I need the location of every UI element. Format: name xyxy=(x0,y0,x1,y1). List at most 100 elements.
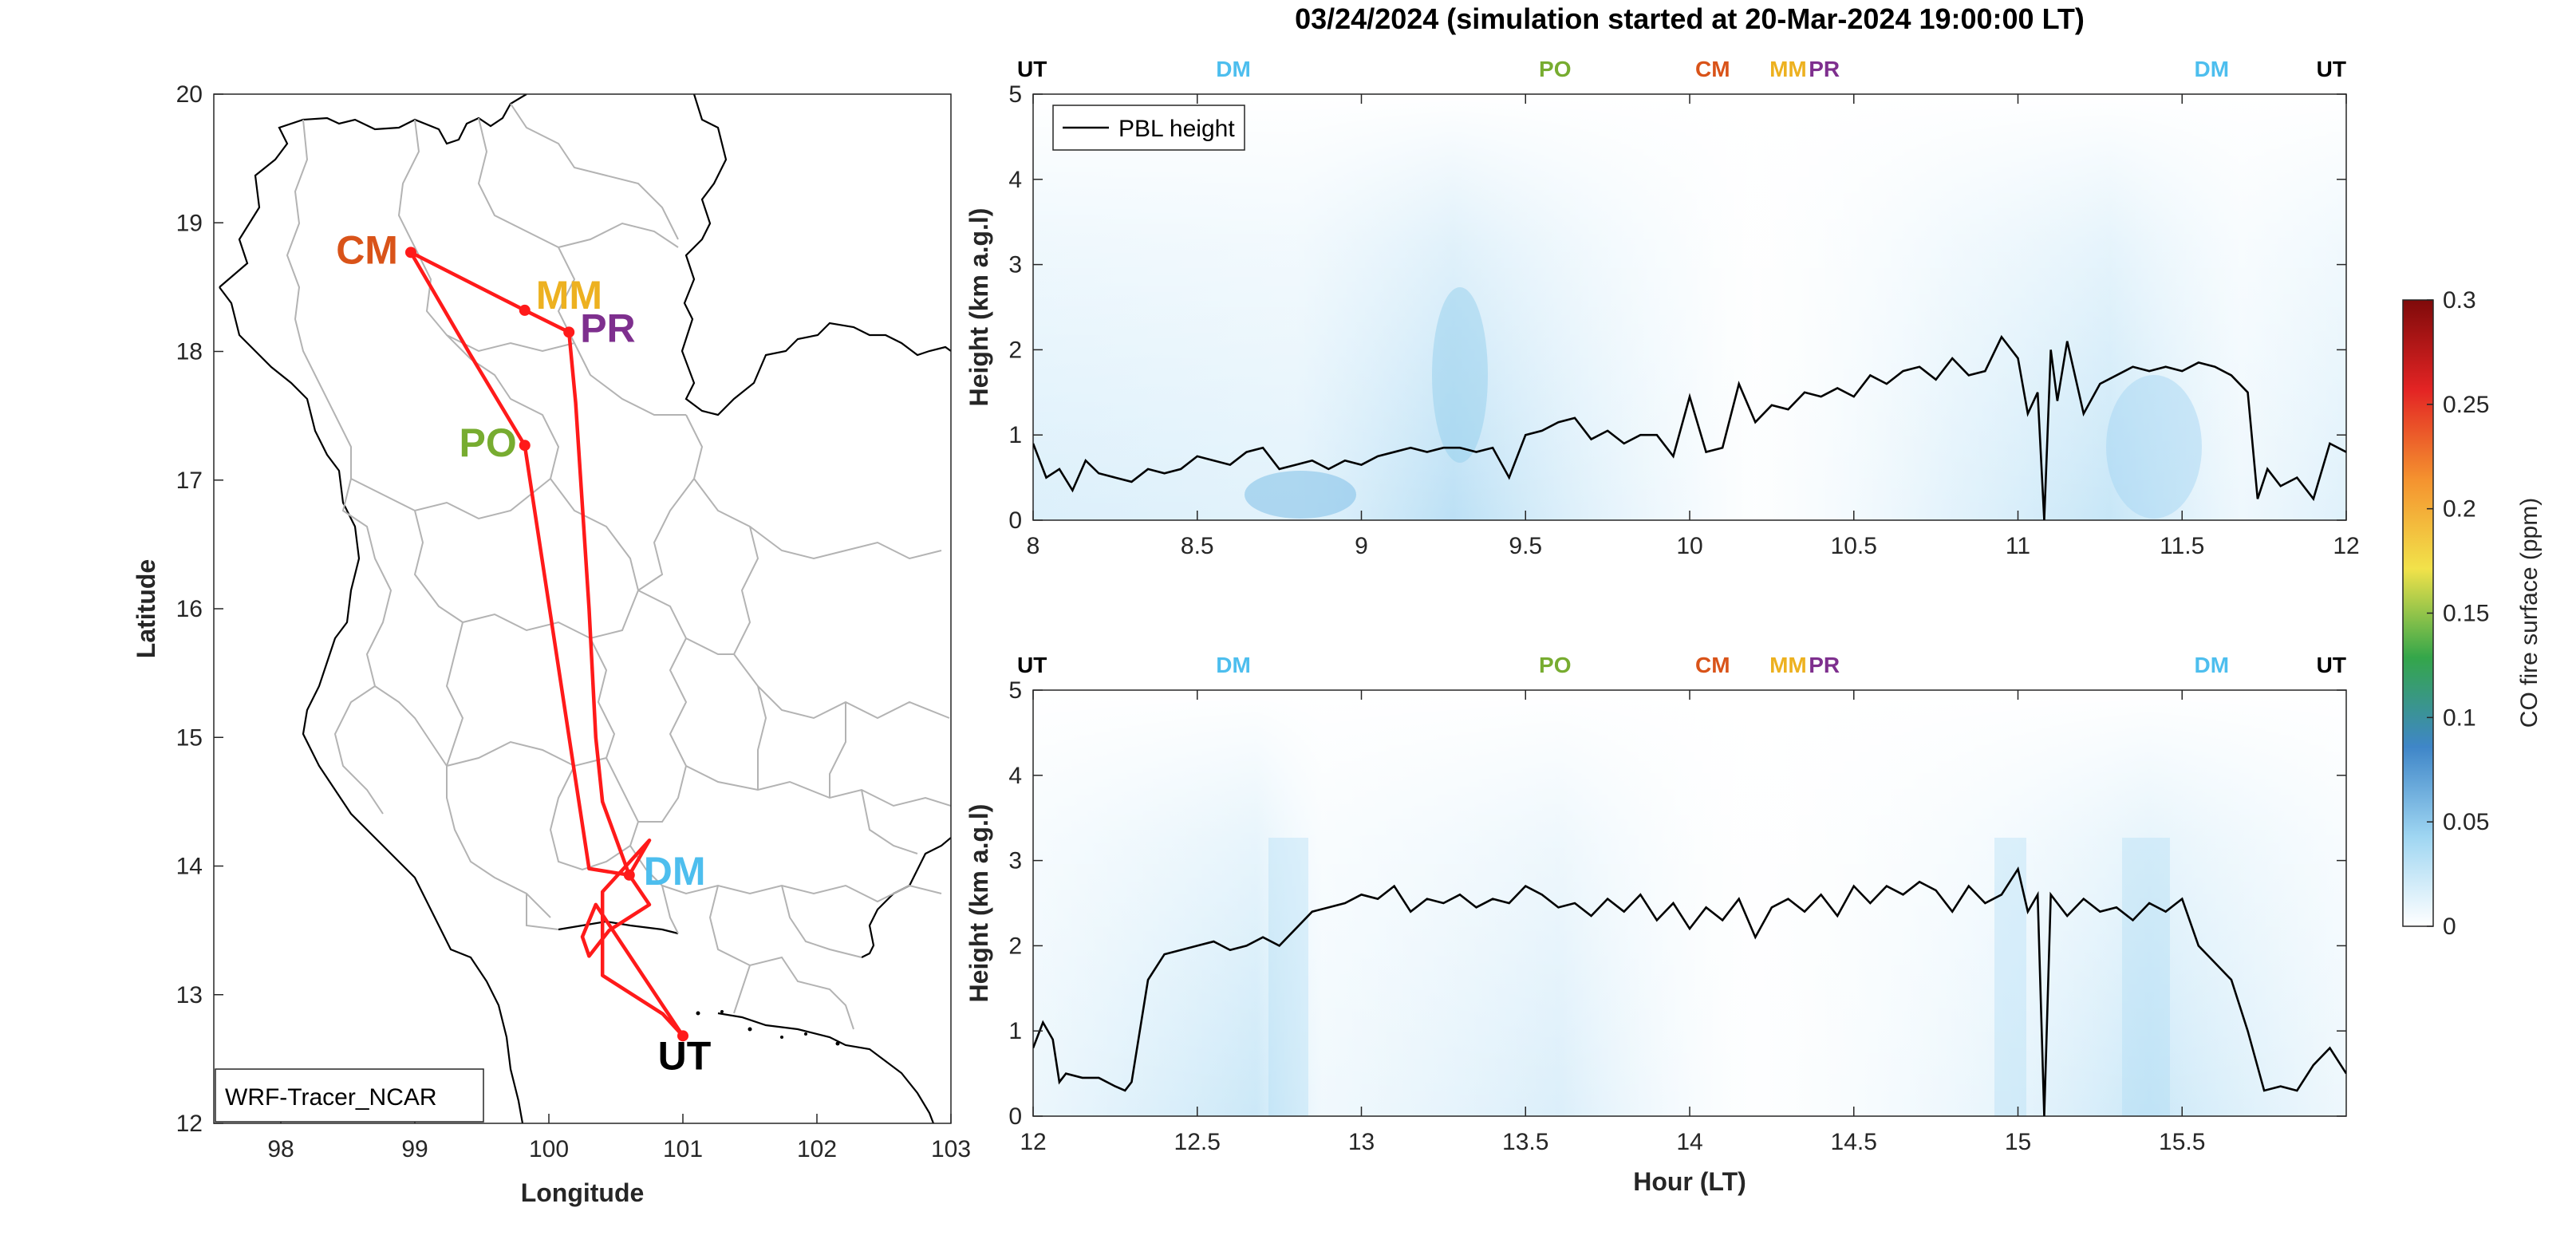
site-marker-label: DM xyxy=(2195,653,2230,677)
site-marker-label: CM xyxy=(1695,653,1730,677)
station-marker xyxy=(563,326,575,338)
ytick-label: 4 xyxy=(1008,763,1022,789)
map-xtick-label: 102 xyxy=(797,1136,837,1162)
site-marker-label: UT xyxy=(1017,653,1047,677)
xtick-label: 8 xyxy=(1027,533,1040,559)
map-xtick-label: 99 xyxy=(401,1136,428,1162)
site-marker-label: PO xyxy=(1539,57,1571,81)
ytick-label: 0 xyxy=(1008,1103,1022,1130)
map-plot-area xyxy=(214,94,951,1123)
figure-title: 03/24/2024 (simulation started at 20-Mar… xyxy=(1295,2,2085,35)
xtick-label: 9 xyxy=(1355,533,1368,559)
colorbar-tick-label: 0.15 xyxy=(2443,601,2489,627)
map-ytick-label: 15 xyxy=(176,724,203,751)
map-province-lines xyxy=(286,103,951,1030)
site-marker-label: DM xyxy=(2195,57,2230,81)
bottom-heatmap-fade xyxy=(1033,690,2346,1116)
site-marker-label: UT xyxy=(2317,653,2346,677)
legend-box xyxy=(1052,105,1245,151)
map-xtick-label: 100 xyxy=(529,1136,569,1162)
bottom-pbl-line xyxy=(1033,866,2346,1116)
colorbar-tick-label: 0 xyxy=(2443,914,2456,940)
map-ylabel: Latitude xyxy=(132,559,160,658)
map-route-layer xyxy=(408,251,684,1037)
xtick-label: 10.5 xyxy=(1831,533,1877,559)
xtick-label: 10 xyxy=(1676,533,1702,559)
bottom-ylabel: Height (km a.g.l) xyxy=(965,804,993,1003)
top-heatmap-fade xyxy=(1033,94,2346,520)
site-marker-label: DM xyxy=(1216,57,1251,81)
ytick-label: 2 xyxy=(1008,337,1022,363)
xtick-label: 11 xyxy=(2006,533,2030,559)
colorbar-tick-label: 0.05 xyxy=(2443,809,2489,835)
model-label: WRF-Tracer_NCAR xyxy=(225,1084,437,1111)
station-marker xyxy=(519,304,531,316)
top-heatmap xyxy=(1033,94,2346,520)
bottom-heatmap xyxy=(1033,690,2346,1116)
ytick-label: 5 xyxy=(1008,81,1022,108)
ytick-label: 5 xyxy=(1008,677,1022,704)
xtick-label: 14 xyxy=(1676,1129,1702,1155)
xtick-label: 13.5 xyxy=(1502,1129,1548,1155)
ytick-label: 3 xyxy=(1008,848,1022,874)
ytick-label: 1 xyxy=(1008,422,1022,448)
site-marker-label: PO xyxy=(1539,653,1571,677)
xtick-label: 12 xyxy=(2333,533,2359,559)
route-line xyxy=(408,251,684,1037)
top-legend: PBL height xyxy=(1052,105,1245,151)
map-ytick-label: 13 xyxy=(176,982,203,1008)
bottom-column-3 xyxy=(2122,838,2170,1116)
station-marker xyxy=(519,440,531,452)
colorbar-tick-label: 0.3 xyxy=(2443,287,2476,314)
ytick-label: 4 xyxy=(1008,167,1022,193)
xtick-label: 11.5 xyxy=(2160,533,2204,559)
map-xtick-label: 103 xyxy=(931,1136,971,1162)
map-ytick-label: 19 xyxy=(176,210,203,236)
legend-entry: PBL height xyxy=(1118,116,1235,142)
map-ytick-label: 17 xyxy=(176,468,203,494)
top-ylabel: Height (km a.g.l) xyxy=(965,208,993,407)
coastline-islands xyxy=(696,1010,840,1046)
ytick-label: 3 xyxy=(1008,252,1022,278)
colorbar-label: CO fire surface (ppm) xyxy=(2516,498,2542,728)
station-label: MM xyxy=(536,273,602,318)
xtick-label: 12.5 xyxy=(1174,1129,1221,1155)
map-ticks: 98 99 100 101 102 103 12 13 14 15 16 17 18 19 20 xyxy=(176,81,971,1162)
site-marker-label: MM xyxy=(1769,57,1807,81)
top-pbl-line xyxy=(1033,334,2346,520)
map-ytick-label: 16 xyxy=(176,596,203,622)
site-marker-label: PR xyxy=(1809,653,1840,677)
colorbar-tick-label: 0.1 xyxy=(2443,704,2476,731)
station-marker xyxy=(623,869,635,881)
site-marker-label: MM xyxy=(1769,653,1807,677)
xtick-label: 13 xyxy=(1348,1129,1375,1155)
station-label: PO xyxy=(460,420,517,465)
colorbar-tick-label: 0.2 xyxy=(2443,496,2476,523)
bottom-site-markers: UT DM PO CM MM PR DM UT xyxy=(1017,653,2346,677)
xtick-label: 15.5 xyxy=(2159,1129,2205,1155)
map-ytick-label: 18 xyxy=(176,339,203,365)
colorbar-ticks: 0 0.05 0.1 0.15 0.2 0.25 0.3 xyxy=(2427,287,2489,940)
top-plume-3 xyxy=(2106,375,2202,519)
bottom-xlabel: Hour (LT) xyxy=(1633,1167,1746,1196)
top-plume-2 xyxy=(1432,287,1488,463)
station-label: UT xyxy=(658,1033,712,1078)
site-marker-label: UT xyxy=(2317,57,2346,81)
map-ytick-label: 20 xyxy=(176,81,203,108)
top-plume-1 xyxy=(1245,471,1356,519)
site-marker-label: PR xyxy=(1809,57,1840,81)
bottom-column-1 xyxy=(1268,838,1308,1116)
model-label-box: WRF-Tracer_NCAR xyxy=(215,1068,484,1123)
xtick-label: 8.5 xyxy=(1181,533,1214,559)
colorbar: 0 0.05 0.1 0.15 0.2 0.25 0.3 CO fire surface (… xyxy=(2402,287,2542,940)
colorbar-tick-label: 0.25 xyxy=(2443,392,2489,418)
top-site-markers: UT DM PO CM MM PR DM UT xyxy=(1017,57,2346,81)
